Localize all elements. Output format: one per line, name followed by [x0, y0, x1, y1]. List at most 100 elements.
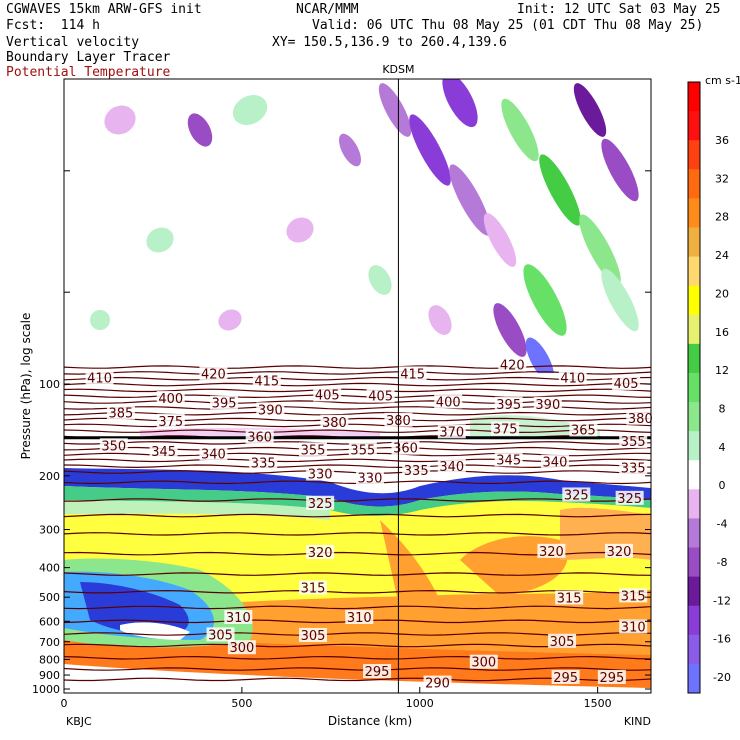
colorbar-tick-label: 12 — [715, 364, 729, 377]
y-tick-label: 700 — [39, 636, 60, 649]
theta-label-bg — [604, 543, 633, 558]
theta-label: 310 — [226, 611, 251, 626]
theta-label: 395 — [496, 398, 521, 413]
theta-label: 310 — [621, 620, 646, 635]
velocity-cell — [601, 138, 639, 202]
theta-label: 325 — [308, 497, 333, 512]
velocity-cell — [449, 164, 491, 236]
station-marker-label: KDSM — [382, 63, 414, 76]
theta-label: 410 — [560, 372, 585, 387]
theta-label: 340 — [543, 456, 568, 471]
theta-label: 390 — [535, 398, 560, 413]
velocity-cell — [286, 217, 314, 243]
theta-label: 410 — [87, 372, 112, 387]
valid-time: Valid: 06 UTC Thu 08 May 25 (01 CDT Thu … — [312, 18, 704, 33]
theta-label: 345 — [151, 445, 176, 460]
colorbar-tick-label: -12 — [713, 594, 731, 607]
theta-label-bg — [249, 455, 278, 470]
y-tick-label: 300 — [39, 524, 60, 537]
velocity-cell — [428, 305, 452, 335]
theta-label-bg — [224, 609, 253, 624]
theta-label: 365 — [571, 423, 596, 438]
colorbar: 36 32 28 24 20 16 12 8 4 0 -4 -8 -12 -16 -20 — [687, 81, 731, 694]
colorbar-swatch — [688, 402, 700, 432]
field-label-boundary-layer-tracer: Boundary Layer Tracer — [6, 50, 171, 65]
theta-label: 405 — [368, 390, 393, 405]
theta-label: 360 — [393, 442, 418, 457]
theta-label-bg — [423, 675, 452, 690]
colorbar-swatch — [688, 489, 700, 519]
colorbar-frame — [687, 81, 701, 694]
colorbar-tick-label: 4 — [719, 441, 726, 454]
theta-label-bg — [345, 609, 374, 624]
theta-label-bg — [619, 619, 648, 634]
colorbar-tick-label: 28 — [715, 211, 729, 224]
theta-label: 295 — [365, 665, 390, 680]
theta-label-bg — [437, 458, 466, 473]
theta-label: 335 — [621, 461, 646, 476]
velocity-cell — [539, 154, 581, 226]
theta-label: 385 — [109, 407, 134, 422]
theta-label-bg — [540, 454, 569, 469]
theta-label: 340 — [201, 447, 226, 462]
theta-label: 355 — [301, 443, 326, 458]
theta-label: 300 — [229, 641, 254, 656]
x-axis-label: Distance (km) — [328, 714, 412, 728]
colorbar-swatch — [688, 663, 700, 694]
velocity-cell — [573, 83, 607, 137]
y-tick-label: 500 — [39, 591, 60, 604]
velocity-cell — [483, 213, 517, 267]
theta-label-bg — [348, 442, 377, 457]
colorbar-tick-label: -16 — [713, 633, 731, 646]
theta-label: 300 — [471, 656, 496, 671]
theta-label-bg — [363, 664, 392, 679]
colorbar-swatch — [688, 605, 700, 636]
theta-label-bg — [85, 370, 114, 385]
theta-label-bg — [210, 395, 239, 410]
colorbar-unit: cm s-1 — [705, 74, 740, 87]
colorbar-swatch — [688, 518, 700, 549]
velocity-cell — [601, 268, 639, 332]
theta-label-bg — [469, 654, 498, 669]
theta-label-bg — [199, 446, 228, 461]
theta-label-bg — [149, 443, 178, 458]
theta-label-bg — [626, 410, 655, 425]
theta-label: 315 — [557, 592, 582, 607]
colorbar-swatch — [688, 372, 700, 403]
theta-label-bg — [494, 396, 523, 411]
velocity-cell — [338, 133, 362, 167]
colorbar-swatch — [688, 285, 700, 316]
theta-labels: 410 420 415 415 420 410 405 400 395 405 405 400 395 3… — [85, 357, 655, 692]
theta-contour-line — [64, 655, 651, 660]
theta-label: 335 — [404, 464, 429, 479]
theta-contour-line — [64, 532, 651, 536]
theta-label: 405 — [315, 388, 340, 403]
theta-label-bg — [498, 357, 527, 372]
theta-label-bg — [156, 391, 185, 406]
theta-label-bg — [434, 394, 463, 409]
colorbar-swatch — [688, 634, 700, 665]
theta-label-bg — [256, 402, 285, 417]
theta-label: 340 — [439, 460, 464, 475]
colorbar-swatch — [688, 431, 700, 461]
theta-label: 355 — [621, 435, 646, 450]
y-tick-label: 900 — [39, 669, 60, 682]
theta-label-bg — [551, 669, 580, 684]
y-tick-label: 200 — [39, 470, 60, 483]
theta-label-bg — [612, 376, 641, 390]
velocity-cell — [523, 264, 567, 336]
theta-label: 325 — [564, 488, 589, 503]
theta-label-bg — [615, 490, 644, 505]
theta-label-bg — [245, 429, 274, 444]
theta-label: 380 — [628, 412, 653, 427]
theta-label: 330 — [308, 467, 333, 482]
theta-label-bg — [252, 373, 281, 388]
plot-frame — [63, 78, 652, 694]
theta-label: 415 — [400, 367, 425, 382]
theta-contour-line — [64, 589, 651, 594]
colorbar-swatch — [688, 256, 700, 287]
theta-label-bg — [106, 405, 135, 420]
theta-label: 375 — [158, 415, 183, 430]
velocity-cell — [378, 83, 412, 137]
theta-label-bg — [299, 580, 328, 595]
